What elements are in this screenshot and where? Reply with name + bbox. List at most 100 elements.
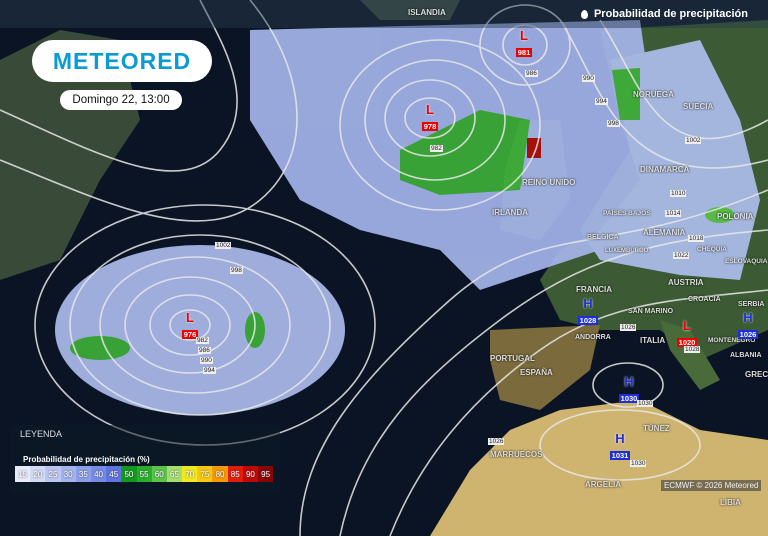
land-africa (430, 400, 768, 536)
isobar-label: 1030 (637, 400, 654, 407)
top-bar (0, 0, 768, 28)
high-letter: H (624, 374, 634, 389)
high-letter: H (615, 431, 625, 446)
isobar-label: 1014 (665, 210, 682, 217)
place-label: ISLANDIA (408, 8, 446, 17)
forecast-time[interactable]: Domingo 22, 13:00 (60, 90, 182, 110)
place-label: ANDORRA (575, 334, 611, 341)
place-label: ESPAÑA (520, 368, 553, 377)
layer-title[interactable]: Probabilidad de precipitación (580, 8, 748, 20)
legend-step: 75 (197, 466, 213, 482)
high-pressure-center: H 1030 (617, 374, 641, 406)
place-label: ALBANIA (730, 352, 762, 359)
place-label: REINO UNIDO (522, 178, 576, 187)
isobar-label: 1030 (630, 460, 647, 467)
place-label: LUXEMBURGO (605, 248, 649, 254)
legend-step: 65 (166, 466, 183, 482)
legend-subtitle: Probabilidad de precipitación (%) (23, 455, 150, 464)
place-label: IRLANDA (492, 208, 528, 217)
isobar-label: 1028 (684, 346, 701, 353)
drop-icon (580, 9, 588, 19)
legend-step: 60 (151, 466, 167, 482)
high-letter: H (743, 310, 753, 325)
pressure-value: 1030 (618, 394, 640, 403)
pressure-value: 1020 (676, 338, 698, 347)
isobar-label: 990 (582, 75, 595, 82)
legend-title: LEYENDA (20, 429, 63, 439)
legend-step: 90 (242, 466, 258, 482)
place-label: POLONIA (717, 212, 754, 221)
place-label: PAÍSES BAJOS (603, 210, 651, 217)
precip-norway-green (612, 68, 640, 120)
pressure-value: 1026 (737, 330, 759, 339)
isobar-label: 986 (525, 70, 538, 77)
low-letter: L (186, 310, 194, 325)
place-label: ITALIA (640, 336, 666, 345)
land-italy (660, 320, 720, 390)
legend-step: 15 (15, 466, 31, 482)
high-pressure-center: H 1031 (608, 431, 632, 463)
place-label: SUECIA (683, 102, 714, 111)
pressure-value: 981 (515, 48, 533, 57)
place-label: SERBIA (738, 301, 765, 308)
pressure-value: 1031 (609, 451, 631, 460)
high-pressure-center: H 1026 (736, 310, 760, 342)
place-label: NORUEGA (633, 90, 674, 99)
high-letter: H (583, 296, 593, 311)
pressure-value: 978 (421, 122, 439, 131)
isobar-label: 990 (200, 357, 213, 364)
legend-step: 25 (45, 466, 61, 482)
low-letter: L (683, 318, 691, 333)
place-label: BÉLGICA (587, 234, 619, 241)
low-pressure-center: L 976 (178, 310, 202, 342)
low-pressure-center: L 978 (418, 102, 442, 134)
isobar-label: 1026 (620, 324, 637, 331)
low-letter: L (520, 28, 528, 43)
isobar-label: 982 (430, 145, 443, 152)
isobar-label: 1026 (488, 438, 505, 445)
precip-green-band (400, 110, 530, 195)
precip-green-cell (70, 336, 130, 360)
credit: ECMWF © 2026 Meteored (661, 480, 762, 491)
legend-step: 80 (212, 466, 228, 482)
legend-step: 40 (90, 466, 107, 482)
isobar-label: 994 (203, 367, 216, 374)
place-label: MONTENEGRO (708, 337, 756, 344)
legend-step: 45 (106, 466, 122, 482)
place-label: ESLOVAQUIA (725, 258, 768, 265)
isobar-label: 998 (607, 120, 620, 127)
low-pressure-center: L 981 (512, 28, 536, 60)
place-label: FRANCIA (576, 285, 612, 294)
place-label: LIBIA (720, 498, 741, 507)
legend-step: 35 (75, 466, 91, 482)
place-label: GRECIA (745, 370, 768, 379)
low-letter: L (426, 102, 434, 117)
place-label: ALEMANIA (643, 228, 686, 237)
pressure-value: 1028 (577, 316, 599, 325)
land-iceland (360, 0, 460, 20)
legend-scale: 15 20 25 30 35 40 45 50 55 60 65 70 75 80 85 90 95 (15, 466, 274, 482)
isobar-label: 1018 (688, 235, 705, 242)
isobar-label: 982 (196, 337, 209, 344)
isobar-label: 1002 (685, 137, 702, 144)
legend-step: 70 (182, 466, 198, 482)
legend-step: 85 (227, 466, 243, 482)
isobar-label: 998 (230, 267, 243, 274)
legend-step: 95 (258, 466, 274, 482)
pressure-value: 976 (181, 330, 199, 339)
legend-step: 50 (121, 466, 137, 482)
place-label: CHEQUIA (697, 246, 727, 253)
land-iberia (490, 325, 600, 410)
place-label: TÚNEZ (643, 424, 670, 433)
place-label: MARRUECOS (490, 450, 543, 459)
place-label: DINAMARCA (640, 165, 690, 174)
isobar-label: 986 (198, 347, 211, 354)
place-label: PORTUGAL (490, 354, 535, 363)
place-label: SAN MARINO (628, 308, 674, 315)
meteored-logo[interactable]: METEORED (32, 40, 212, 82)
place-label: ARGELIA (585, 480, 621, 489)
isobar-label: 1022 (673, 252, 690, 259)
legend-panel: LEYENDA Probabilidad de precipitación (%… (10, 425, 280, 493)
legend-step: 55 (136, 466, 152, 482)
